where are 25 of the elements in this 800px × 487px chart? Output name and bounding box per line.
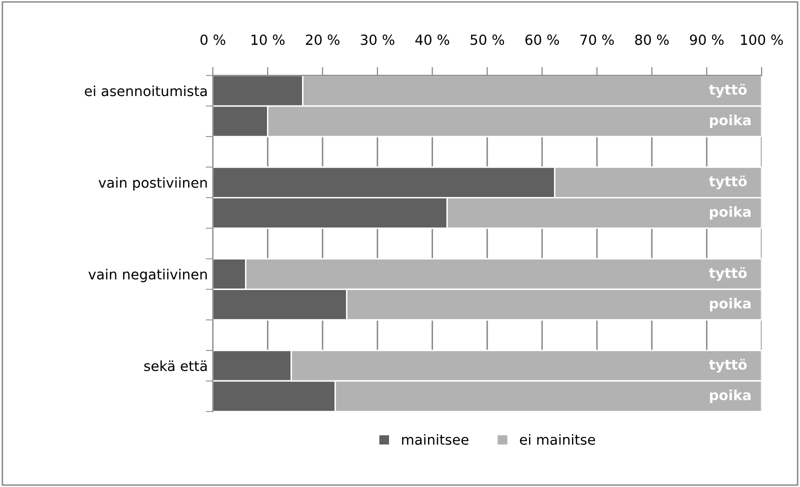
- x-tick-label: 100 %: [741, 34, 783, 46]
- y-tick-label: vain postiviinen: [98, 177, 207, 191]
- y-tick-label: sekä että: [144, 360, 207, 372]
- data-label: tyttö: [709, 267, 747, 281]
- x-tick-label: 10 %: [252, 34, 285, 46]
- x-tick-label: 30 %: [360, 34, 394, 46]
- legend-label: mainitsee: [402, 434, 468, 445]
- data-label: poika: [710, 298, 751, 312]
- x-tick-label: 40 %: [415, 34, 450, 46]
- x-tick-label: 90 %: [690, 34, 724, 46]
- data-label: poika: [710, 206, 751, 220]
- x-tick-label: 0 %: [200, 34, 226, 46]
- y-tick-label: vain negatiivinen: [88, 268, 207, 282]
- x-tick-label: 70 %: [580, 34, 614, 46]
- y-tick-label: ei asennoitumista: [84, 85, 207, 96]
- x-tick-label: 20 %: [306, 34, 340, 46]
- data-label: poika: [710, 390, 751, 403]
- x-tick-label: 60 %: [525, 34, 559, 46]
- x-tick-label: 50 %: [470, 34, 504, 46]
- legend-label: ei mainitse: [520, 434, 596, 445]
- x-tick-label: 80 %: [635, 34, 669, 46]
- data-label: poika: [710, 114, 751, 128]
- data-label: tyttö: [709, 84, 747, 98]
- data-label: tyttö: [709, 176, 747, 190]
- data-label: tyttö: [709, 358, 747, 373]
